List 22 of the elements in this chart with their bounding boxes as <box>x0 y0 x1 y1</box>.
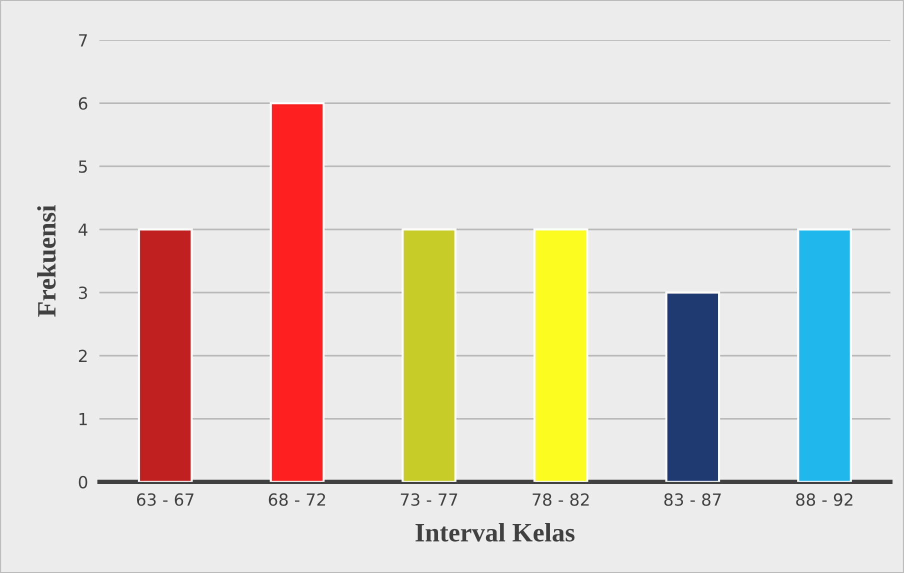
x-tick-label: 88 - 92 <box>796 493 852 506</box>
bar <box>270 102 325 482</box>
bar <box>533 228 588 482</box>
y-tick-label: 7 <box>79 34 87 46</box>
bar <box>402 228 456 482</box>
y-tick-label: 0 <box>78 476 88 488</box>
x-tick-label: 68 - 72 <box>268 493 326 506</box>
bar <box>665 292 720 482</box>
x-tick-label: 63 - 67 <box>137 493 194 506</box>
y-tick-label: 4 <box>78 224 88 236</box>
x-tick-label: 78 - 82 <box>532 493 589 506</box>
y-tick-label: 6 <box>78 97 88 110</box>
bar <box>138 228 193 482</box>
bar <box>797 228 852 482</box>
y-axis-title: Frekuensi <box>37 205 56 317</box>
y-tick-label: 3 <box>78 286 87 300</box>
x-tick-label: 73 - 77 <box>400 493 458 506</box>
y-tick-label: 2 <box>78 350 87 362</box>
y-tick-label: 1 <box>80 412 87 426</box>
x-tick-label: 83 - 87 <box>664 493 721 506</box>
y-tick-label: 5 <box>79 160 87 173</box>
x-axis-title: Interval Kelas <box>416 523 575 542</box>
